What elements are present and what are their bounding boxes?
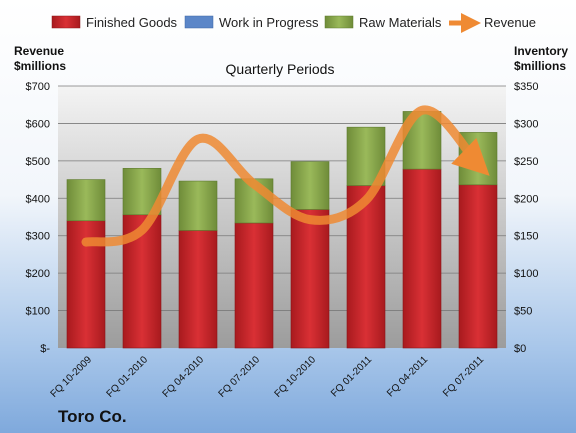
bar-finished-goods <box>178 230 218 349</box>
right-tick-label: $50 <box>514 306 532 318</box>
bar-finished-goods <box>402 168 442 349</box>
legend-swatch-work-in-progress <box>184 15 214 29</box>
left-axis-ticks: $- $100 $200 $300 $400 $500 $600 $700 <box>26 81 51 355</box>
x-tick-label: FQ 04-2010 <box>161 354 207 400</box>
left-tick-label: $400 <box>26 193 50 205</box>
legend: Finished Goods Work in Progress Raw Mate… <box>51 13 536 33</box>
legend-item-raw-materials: Raw Materials <box>324 15 442 30</box>
legend-item-revenue: Revenue <box>449 13 536 33</box>
left-tick-label: $- <box>40 343 50 355</box>
chart-subtitle: Quarterly Periods <box>226 61 335 77</box>
bar-raw-materials <box>178 180 218 231</box>
legend-label-raw-materials: Raw Materials <box>359 15 442 30</box>
bar-raw-materials <box>290 161 330 210</box>
x-tick-label: FQ 01-2011 <box>329 354 374 399</box>
bar-finished-goods <box>290 209 330 349</box>
right-axis-title-line1: Inventory <box>514 44 568 58</box>
right-tick-label: $250 <box>514 156 538 168</box>
left-tick-label: $200 <box>26 268 50 280</box>
legend-label-revenue: Revenue <box>484 15 536 30</box>
left-tick-label: $700 <box>26 81 50 93</box>
legend-label-work-in-progress: Work in Progress <box>219 15 319 30</box>
right-axis-title-line2: $millions <box>514 59 566 73</box>
bar-finished-goods <box>458 184 498 349</box>
x-tick-label: FQ 04-2011 <box>385 354 430 399</box>
x-tick-label: FQ 10-2010 <box>273 354 319 400</box>
legend-swatch-raw-materials <box>324 15 354 29</box>
left-axis-title-line1: Revenue <box>14 44 64 58</box>
revenue-line <box>81 105 490 247</box>
left-tick-label: $100 <box>26 306 50 318</box>
right-axis-ticks: $0 $50 $100 $150 $200 $250 $300 $350 <box>514 81 538 355</box>
legend-swatch-finished-goods <box>51 15 81 29</box>
x-tick-label: FQ 07-2011 <box>441 354 486 399</box>
bar-raw-materials <box>66 179 106 222</box>
x-axis-ticks: FQ 10-2009 FQ 01-2010 FQ 04-2010 FQ 07-2010… <box>49 354 487 400</box>
company-name: Toro Co. <box>58 407 127 426</box>
revenue-line-group <box>81 105 490 247</box>
right-tick-label: $150 <box>514 231 538 243</box>
left-tick-label: $300 <box>26 231 50 243</box>
right-tick-label: $100 <box>514 268 538 280</box>
left-tick-label: $600 <box>26 118 50 130</box>
legend-label-finished-goods: Finished Goods <box>86 15 178 30</box>
left-tick-label: $500 <box>26 156 50 168</box>
right-tick-label: $0 <box>514 343 526 355</box>
right-tick-label: $200 <box>514 193 538 205</box>
x-tick-label: FQ 01-2010 <box>105 354 151 400</box>
right-tick-label: $300 <box>514 118 538 130</box>
x-tick-label: FQ 07-2010 <box>217 354 263 400</box>
right-tick-label: $350 <box>514 81 538 93</box>
bar-finished-goods <box>234 222 274 349</box>
x-tick-label: FQ 10-2009 <box>49 354 95 400</box>
legend-item-work-in-progress: Work in Progress <box>184 15 319 30</box>
left-axis-title-line2: $millions <box>14 59 66 73</box>
legend-item-finished-goods: Finished Goods <box>51 15 178 30</box>
bars <box>66 111 498 349</box>
